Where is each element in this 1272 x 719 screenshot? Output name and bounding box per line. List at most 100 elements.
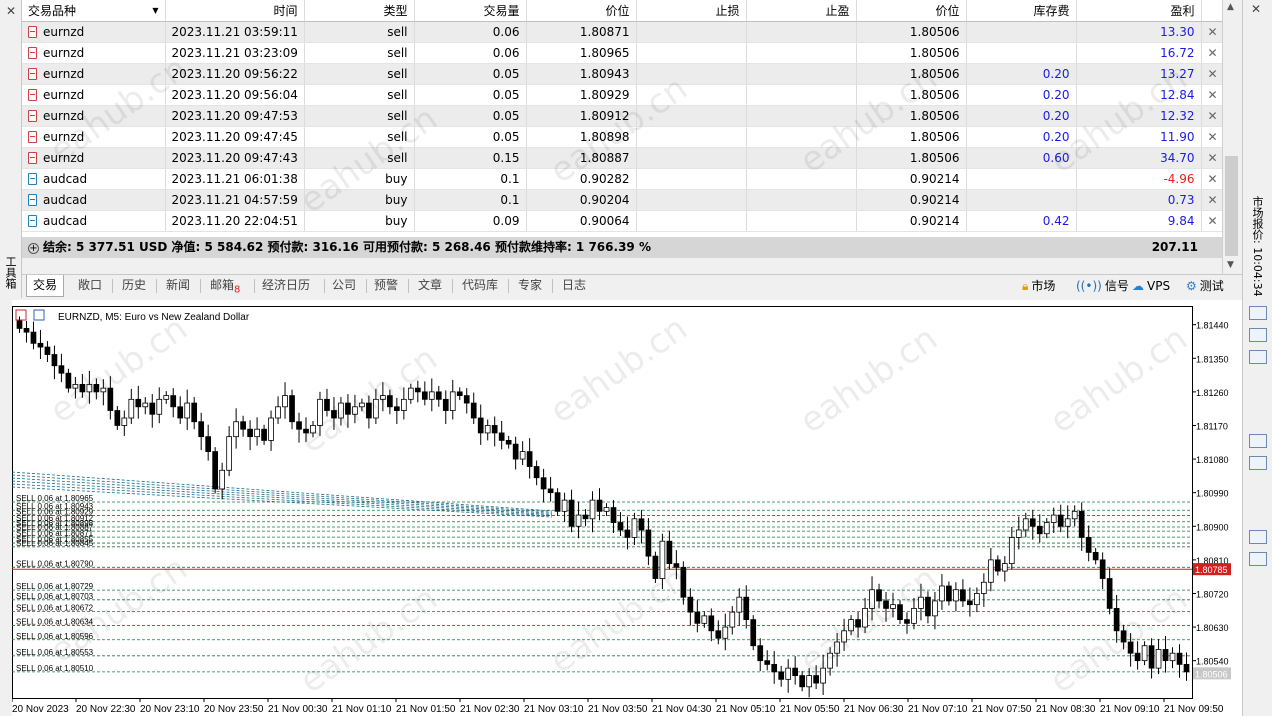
order-label: SELL 0.06 at 1.80943 bbox=[16, 502, 94, 511]
table-row[interactable]: audcad 2023.11.21 04:57:59 buy 0.1 0.90204 0.… bbox=[22, 189, 1222, 211]
cell-volume: 0.06 bbox=[414, 42, 527, 64]
header-price[interactable]: 价位 bbox=[856, 0, 967, 22]
tab-exposure[interactable]: 敞口 bbox=[78, 278, 103, 292]
tab-articles[interactable]: 文章 bbox=[418, 278, 443, 292]
tab-company[interactable]: 公司 bbox=[332, 278, 357, 292]
toolbox-side-tab: ✕ 工具箱 bbox=[0, 0, 22, 298]
cell-swap: 0.20 bbox=[966, 126, 1077, 148]
candle-body bbox=[582, 514, 589, 520]
close-position-icon[interactable]: ✕ bbox=[1201, 84, 1222, 106]
close-icon[interactable]: ✕ bbox=[6, 4, 17, 18]
cell-swap bbox=[966, 42, 1077, 64]
price-chart[interactable]: EURNZD, M5: Euro vs New Zealand Dollar 1.… bbox=[11, 306, 1242, 716]
candle-body bbox=[680, 566, 687, 598]
table-row[interactable]: audcad 2023.11.20 22:04:51 buy 0.09 0.90064 0… bbox=[22, 210, 1222, 232]
table-row[interactable]: eurnzd 2023.11.21 03:59:11 sell 0.06 1.80871… bbox=[22, 21, 1222, 43]
tab-experts[interactable]: 专家 bbox=[518, 278, 543, 292]
tab-alerts[interactable]: 预警 bbox=[374, 278, 399, 292]
cell-price: 1.80506 bbox=[856, 63, 967, 85]
chart-canvas[interactable]: EURNZD, M5: Euro vs New Zealand Dollar 1.… bbox=[11, 306, 1242, 716]
chart-tool-icon[interactable] bbox=[1249, 350, 1267, 364]
scroll-down-icon[interactable]: ▼ bbox=[1227, 260, 1234, 270]
order-label: SELL 0.06 at 1.80703 bbox=[16, 592, 94, 601]
expand-icon[interactable]: + bbox=[28, 243, 39, 254]
table-row[interactable]: eurnzd 2023.11.20 09:56:04 sell 0.05 1.80929… bbox=[22, 84, 1222, 106]
close-position-icon[interactable]: ✕ bbox=[1201, 105, 1222, 127]
table-row[interactable]: eurnzd 2023.11.21 03:23:09 sell 0.06 1.80965… bbox=[22, 42, 1222, 64]
chart-tool-icon[interactable] bbox=[1249, 434, 1267, 448]
candle-body bbox=[1099, 559, 1106, 579]
table-row[interactable]: audcad 2023.11.21 06:01:38 buy 0.1 0.90282 0.… bbox=[22, 168, 1222, 190]
table-row[interactable]: eurnzd 2023.11.20 09:56:22 sell 0.05 1.80943… bbox=[22, 63, 1222, 85]
tab-journal[interactable]: 日志 bbox=[562, 278, 587, 292]
header-tp[interactable]: 止盈 bbox=[746, 0, 857, 22]
close-position-icon[interactable]: ✕ bbox=[1201, 126, 1222, 148]
candle-body bbox=[729, 611, 736, 628]
cell-sl bbox=[636, 21, 747, 43]
close-position-icon[interactable]: ✕ bbox=[1201, 147, 1222, 169]
header-sl[interactable]: 止损 bbox=[636, 0, 747, 22]
cell-volume: 0.1 bbox=[414, 189, 527, 211]
table-row[interactable]: eurnzd 2023.11.20 09:47:43 sell 0.15 1.80887… bbox=[22, 147, 1222, 169]
header-profit[interactable]: 盈利 bbox=[1076, 0, 1202, 22]
cell-price: 0.90214 bbox=[856, 189, 967, 211]
close-position-icon[interactable]: ✕ bbox=[1201, 21, 1222, 43]
tab-tester[interactable]: ⚙ 测试 bbox=[1186, 275, 1224, 297]
candle-body bbox=[156, 398, 163, 415]
close-icon[interactable]: ✕ bbox=[1251, 2, 1262, 16]
header-type[interactable]: 类型 bbox=[304, 0, 415, 22]
cell-tp bbox=[746, 63, 857, 85]
signal-icon: ((•)) bbox=[1076, 279, 1102, 293]
chart-tool-icon[interactable] bbox=[1249, 456, 1267, 470]
close-position-icon[interactable]: ✕ bbox=[1201, 168, 1222, 190]
cell-symbol: eurnzd bbox=[22, 84, 166, 106]
header-symbol[interactable]: 交易品种 ▼ bbox=[22, 0, 166, 22]
position-sell-icon bbox=[28, 130, 37, 143]
tab-news[interactable]: 新闻 bbox=[166, 278, 191, 292]
close-position-icon[interactable]: ✕ bbox=[1201, 210, 1222, 232]
candle-body bbox=[659, 540, 666, 579]
candle-body bbox=[946, 585, 952, 602]
candle-body bbox=[44, 346, 51, 355]
chart-tool-icon[interactable] bbox=[1249, 306, 1267, 320]
header-open-price[interactable]: 价位 bbox=[526, 0, 637, 22]
tab-codebase[interactable]: 代码库 bbox=[462, 278, 499, 292]
close-position-icon[interactable]: ✕ bbox=[1201, 42, 1222, 64]
tab-calendar[interactable]: 经济日历 bbox=[262, 278, 311, 292]
scroll-thumb[interactable] bbox=[1225, 156, 1238, 256]
cell-type: buy bbox=[304, 189, 415, 211]
order-label: SELL 0.06 at 1.80596 bbox=[16, 632, 94, 641]
tab-history[interactable]: 历史 bbox=[122, 278, 147, 292]
order-label: SELL 0.06 at 1.80887 bbox=[16, 523, 94, 532]
table-row[interactable]: eurnzd 2023.11.20 09:47:45 sell 0.05 1.80898… bbox=[22, 126, 1222, 148]
close-position-icon[interactable]: ✕ bbox=[1201, 63, 1222, 85]
close-position-icon[interactable]: ✕ bbox=[1201, 189, 1222, 211]
x-tick-label: 21 Nov 04:30 bbox=[652, 704, 712, 715]
chart-tool-icon[interactable] bbox=[1249, 552, 1267, 566]
tab-vps[interactable]: ☁ VPS bbox=[1132, 275, 1170, 297]
candle-body bbox=[275, 406, 281, 419]
cell-open: 0.90064 bbox=[526, 210, 637, 232]
tab-trade[interactable]: 交易 bbox=[26, 275, 65, 297]
cell-profit: -4.96 bbox=[1076, 168, 1202, 190]
header-swap[interactable]: 库存费 bbox=[966, 0, 1077, 22]
cell-symbol: eurnzd bbox=[22, 42, 166, 64]
candle-body bbox=[37, 342, 44, 348]
candle-body bbox=[86, 384, 93, 393]
scroll-up-icon[interactable]: ▲ bbox=[1227, 2, 1234, 12]
toolbox-tabs: 交易 敞口 历史 新闻 邮箱8 经济日历 公司 预警 文章 代码库 专家 日志 … bbox=[22, 274, 1242, 298]
table-scrollbar[interactable]: ▲ ▼ bbox=[1222, 0, 1240, 274]
tab-mailbox[interactable]: 邮箱8 bbox=[210, 278, 241, 296]
candle-body bbox=[414, 387, 421, 393]
tab-market[interactable]: 🔒︎ 市场 bbox=[1022, 275, 1055, 297]
table-row[interactable]: eurnzd 2023.11.20 09:47:53 sell 0.05 1.80912… bbox=[22, 105, 1222, 127]
cell-volume: 0.05 bbox=[414, 63, 527, 85]
sort-arrow-icon[interactable]: ▼ bbox=[152, 5, 159, 15]
header-volume[interactable]: 交易量 bbox=[414, 0, 527, 22]
tab-signals[interactable]: ((•)) 信号 bbox=[1076, 275, 1129, 297]
chart-tool-icon[interactable] bbox=[1249, 328, 1267, 342]
header-time[interactable]: 时间 bbox=[165, 0, 305, 22]
chart-tool-icon[interactable] bbox=[1249, 530, 1267, 544]
candle-body bbox=[1008, 537, 1015, 564]
candle-body bbox=[834, 641, 840, 654]
